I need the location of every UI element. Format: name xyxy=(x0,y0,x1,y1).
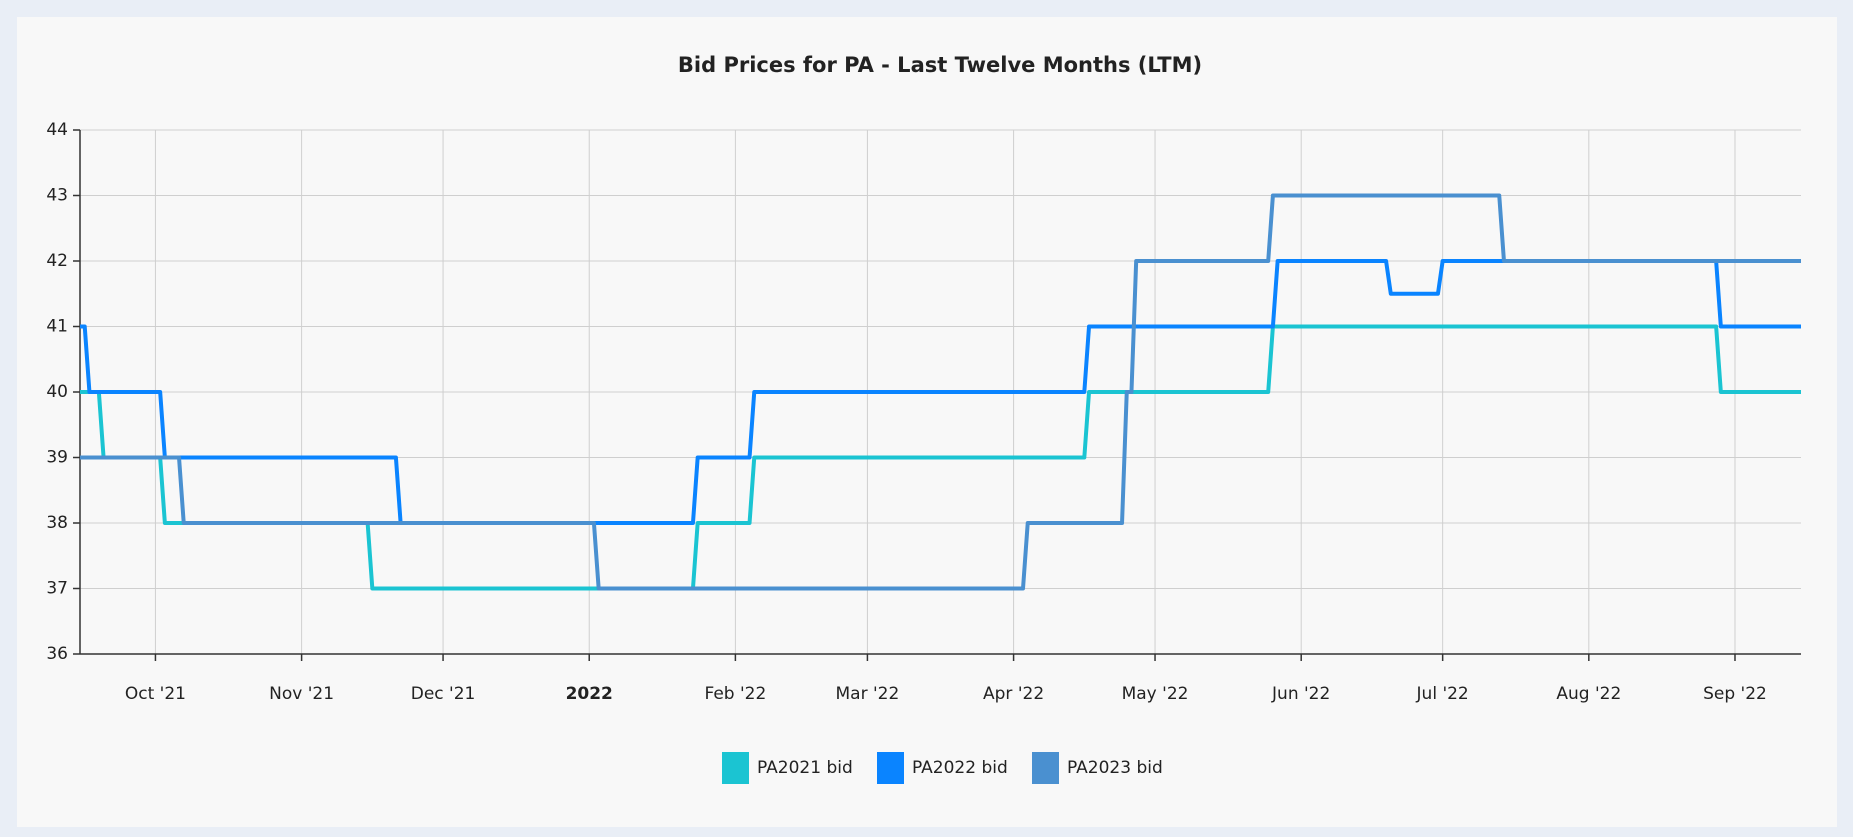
y-tick-label: 41 xyxy=(46,317,68,337)
y-tick-label: 36 xyxy=(46,644,68,664)
x-tick-label: Dec '21 xyxy=(411,684,476,704)
x-tick-label: Mar '22 xyxy=(836,684,900,704)
x-tick-label: Jul '22 xyxy=(1416,684,1469,704)
x-tick-label: 2022 xyxy=(566,684,613,704)
y-tick-label: 44 xyxy=(46,120,68,140)
x-tick-label: Sep '22 xyxy=(1703,684,1767,704)
x-tick-label: May '22 xyxy=(1122,684,1189,704)
chart-title: Bid Prices for PA - Last Twelve Months (… xyxy=(678,53,1202,77)
legend-swatch xyxy=(722,752,749,784)
y-tick-label: 39 xyxy=(46,448,68,468)
y-tick-label: 38 xyxy=(46,513,68,533)
legend-swatch xyxy=(1032,752,1059,784)
x-tick-label: Aug '22 xyxy=(1556,684,1621,704)
legend-swatch xyxy=(877,752,904,784)
legend-label: PA2022 bid xyxy=(912,758,1008,778)
legend-label: PA2021 bid xyxy=(757,758,853,778)
y-tick-label: 43 xyxy=(46,186,68,206)
series-line xyxy=(80,259,1801,525)
series-line xyxy=(80,193,1801,591)
x-tick-label: Feb '22 xyxy=(704,684,766,704)
x-tick-label: Nov '21 xyxy=(269,684,334,704)
x-tick-label: Apr '22 xyxy=(983,684,1044,704)
y-tick-label: 42 xyxy=(46,251,68,271)
x-tick-label: Oct '21 xyxy=(125,684,186,704)
x-tick-label: Jun '22 xyxy=(1271,684,1330,704)
y-tick-label: 37 xyxy=(46,579,68,599)
legend-label: PA2023 bid xyxy=(1067,758,1163,778)
y-tick-label: 40 xyxy=(46,382,68,402)
chart-panel xyxy=(17,17,1837,827)
